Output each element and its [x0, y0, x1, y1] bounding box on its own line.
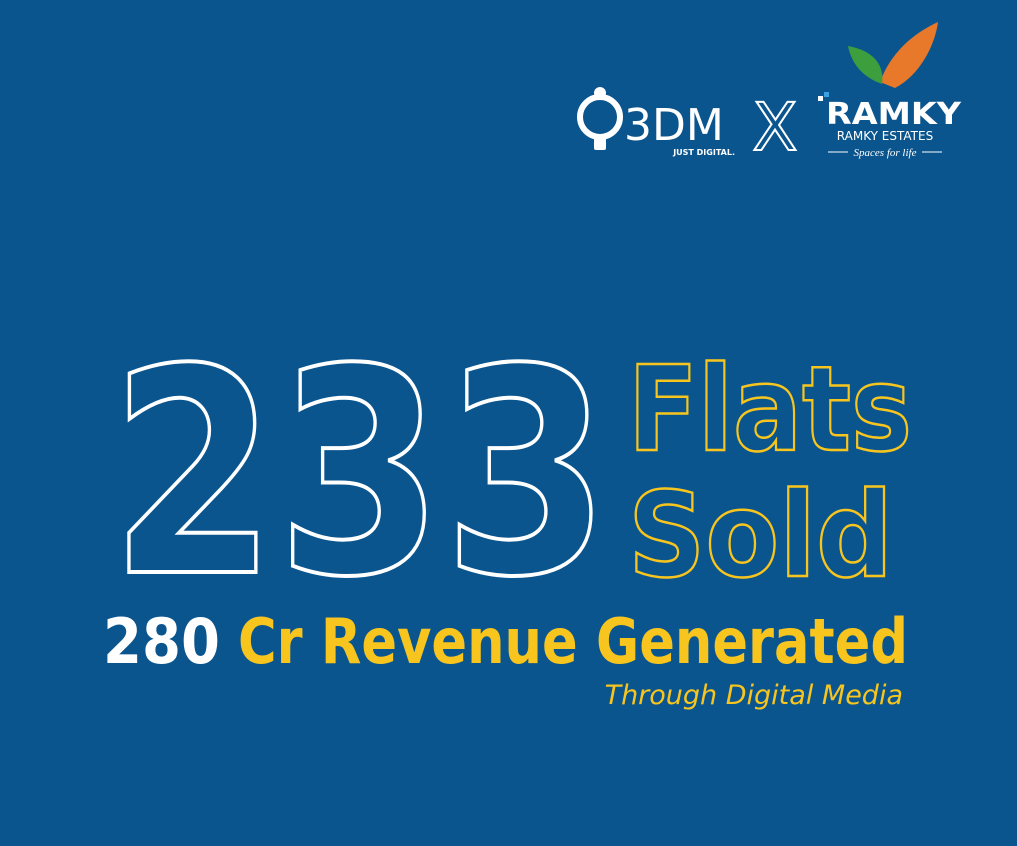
revenue-amount: 280 — [103, 605, 220, 678]
headline-number: 233 — [110, 308, 610, 639]
client-subtitle: RAMKY ESTATES — [837, 129, 933, 143]
leaf-green — [848, 46, 883, 84]
agency-name: 3DM — [624, 100, 724, 151]
bulb-base — [594, 138, 606, 150]
footnote: Through Digital Media — [605, 680, 903, 711]
client-tagline: Spaces for life — [854, 147, 917, 159]
agency-logo: 3DM JUST DIGITAL. — [577, 87, 735, 157]
leaf-orange — [880, 22, 938, 88]
pixel — [818, 96, 823, 101]
headline-line1: Flats — [628, 340, 912, 478]
pixel — [824, 92, 829, 97]
revenue-text: Cr Revenue Generated — [238, 605, 908, 678]
headline-line2: Sold — [628, 466, 893, 604]
separator: X — [752, 89, 797, 166]
client-name: RAMKY — [826, 97, 962, 132]
client-logo: RAMKY RAMKY ESTATES Spaces for life — [818, 22, 962, 159]
agency-tagline: JUST DIGITAL. — [672, 148, 735, 157]
bulb-dot — [594, 87, 606, 99]
